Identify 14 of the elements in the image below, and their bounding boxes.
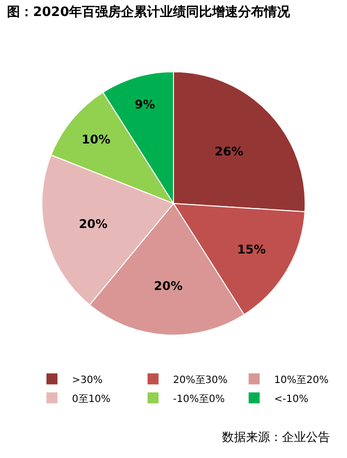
data-label: 10% bbox=[82, 132, 110, 146]
legend-label: 20%至30% bbox=[173, 374, 228, 386]
legend-label: >30% bbox=[72, 374, 103, 386]
legend-label: -10%至0% bbox=[173, 394, 225, 405]
chart-title: 图：2020年百强房企累计业绩同比增速分布情况 bbox=[6, 4, 292, 20]
data-label: 9% bbox=[134, 98, 155, 112]
data-label: 20% bbox=[78, 217, 108, 232]
data-label: 20% bbox=[154, 279, 183, 294]
legend-label: 10%至20% bbox=[274, 374, 329, 386]
source-note: 数据来源：企业公告 bbox=[222, 430, 330, 444]
legend-label: 0至10% bbox=[72, 394, 111, 405]
legend-label: <-10% bbox=[274, 394, 308, 405]
data-label: 26% bbox=[214, 144, 244, 158]
data-label: 15% bbox=[237, 242, 266, 257]
